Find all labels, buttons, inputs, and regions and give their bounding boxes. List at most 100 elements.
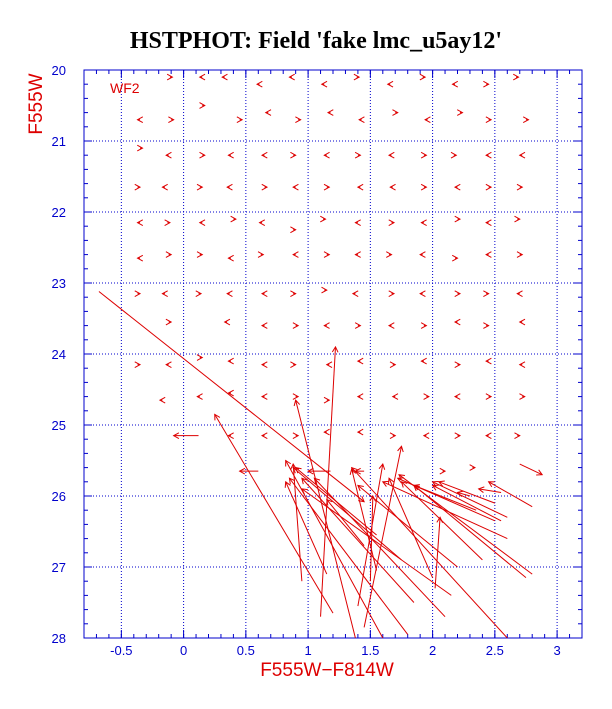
y-tick-label-0: 20 <box>52 63 66 78</box>
arrow-mark-118 <box>292 393 300 400</box>
arrow-mark-72 <box>386 251 393 258</box>
arrow-mark-133 <box>422 432 430 439</box>
arrow-mark-25 <box>137 144 144 152</box>
arrow-mark-156 <box>301 488 452 596</box>
arrow-mark-129 <box>292 432 300 439</box>
arrow-mark-109 <box>389 361 397 368</box>
arrow-mark-152 <box>326 498 365 547</box>
arrow-mark-36 <box>485 151 492 159</box>
arrow-mark-62 <box>485 219 492 226</box>
arrow-mark-12 <box>136 116 144 124</box>
arrow-mark-46 <box>389 183 396 191</box>
arrow-mark-63 <box>514 215 521 223</box>
arrow-mark-76 <box>516 251 524 258</box>
arrow-mark-108 <box>356 357 364 365</box>
arrow-mark-32 <box>354 151 362 159</box>
arrow-mark-124 <box>485 393 493 400</box>
arrow-mark-119 <box>323 396 331 404</box>
arrow-mark-148 <box>284 480 328 575</box>
y-tick-label-1: 21 <box>52 134 66 149</box>
arrow-mark-94 <box>323 322 330 329</box>
arrow-mark-144 <box>214 413 334 614</box>
arrow-mark-81 <box>260 290 268 297</box>
y-tick-label-6: 26 <box>52 489 66 504</box>
arrow-mark-6 <box>353 73 361 81</box>
y-tick-label-5: 25 <box>52 418 66 433</box>
arrow-mark-80 <box>226 290 233 297</box>
arrow-mark-154 <box>301 477 415 603</box>
arrow-mark-103 <box>196 354 204 361</box>
arrow-mark-101 <box>134 361 142 368</box>
arrow-mark-16 <box>264 109 272 116</box>
arrow-mark-127 <box>227 432 234 439</box>
arrow-mark-90 <box>165 318 173 326</box>
arrow-mark-96 <box>387 322 395 329</box>
y-tick-label-4: 24 <box>52 347 66 362</box>
arrow-mark-59 <box>388 219 396 226</box>
x-tick-label-6: 2.5 <box>486 643 504 658</box>
arrow-mark-0 <box>166 73 174 81</box>
arrow-mark-38 <box>134 183 142 191</box>
arrow-mark-87 <box>454 290 462 297</box>
arrow-mark-30 <box>290 151 297 159</box>
y-axis-label: F555W <box>26 73 47 134</box>
arrow-mark-10 <box>483 80 490 88</box>
arrow-mark-18 <box>326 109 334 116</box>
arrow-mark-141 <box>469 464 476 471</box>
arrow-mark-92 <box>260 322 268 329</box>
arrow-mark-2 <box>221 73 228 81</box>
arrow-mark-104 <box>227 357 234 365</box>
arrow-mark-111 <box>454 361 462 368</box>
x-tick-label-1: 0 <box>180 643 187 658</box>
arrow-mark-66 <box>196 251 204 258</box>
arrow-mark-91 <box>223 318 231 326</box>
arrow-mark-75 <box>485 251 492 258</box>
x-tick-label-0: -0.5 <box>110 643 132 658</box>
arrow-mark-110 <box>420 357 427 365</box>
arrow-mark-140 <box>439 467 447 475</box>
arrow-mark-42 <box>261 183 269 191</box>
arrow-mark-122 <box>423 393 430 400</box>
chart-title: HSTPHOT: Field 'fake lmc_u5ay12' <box>130 28 502 54</box>
arrow-mark-164 <box>388 477 434 578</box>
arrow-mark-9 <box>451 80 459 88</box>
arrow-mark-159 <box>363 445 404 628</box>
arrow-mark-51 <box>136 219 144 226</box>
arrow-mark-39 <box>161 183 168 191</box>
x-axis-label: F555W−F814W <box>260 660 394 681</box>
arrow-mark-78 <box>161 290 168 297</box>
arrow-mark-13 <box>168 116 175 124</box>
arrow-mark-97 <box>420 322 428 329</box>
arrow-mark-155 <box>313 477 446 618</box>
arrow-mark-143 <box>98 291 365 503</box>
arrow-mark-136 <box>514 432 521 439</box>
arrow-mark-20 <box>392 109 399 116</box>
arrow-mark-34 <box>420 151 428 159</box>
arrow-mark-29 <box>260 151 268 159</box>
arrow-mark-145 <box>320 345 339 617</box>
arrow-mark-27 <box>199 151 206 159</box>
arrow-mark-48 <box>453 183 461 191</box>
y-tick-label-3: 23 <box>52 276 66 291</box>
x-tick-label-2: 0.5 <box>237 643 255 658</box>
arrow-mark-79 <box>195 290 203 297</box>
arrow-mark-86 <box>419 290 426 297</box>
arrow-mark-7 <box>386 80 394 88</box>
arrow-mark-43 <box>292 183 299 191</box>
arrow-mark-126 <box>172 432 199 439</box>
arrow-mark-64 <box>136 254 144 262</box>
arrow-mark-95 <box>354 322 362 329</box>
arrow-mark-138 <box>307 467 331 475</box>
arrow-mark-121 <box>391 393 399 400</box>
arrow-mark-128 <box>260 432 268 439</box>
arrow-mark-89 <box>516 290 523 297</box>
arrow-mark-82 <box>290 290 297 297</box>
arrow-mark-15 <box>236 116 244 124</box>
arrow-mark-105 <box>260 361 268 368</box>
x-tick-label-5: 2 <box>429 643 436 658</box>
arrow-mark-120 <box>356 393 364 400</box>
arrow-mark-71 <box>354 251 361 258</box>
arrow-mark-57 <box>320 215 327 223</box>
arrow-mark-1 <box>198 73 206 81</box>
